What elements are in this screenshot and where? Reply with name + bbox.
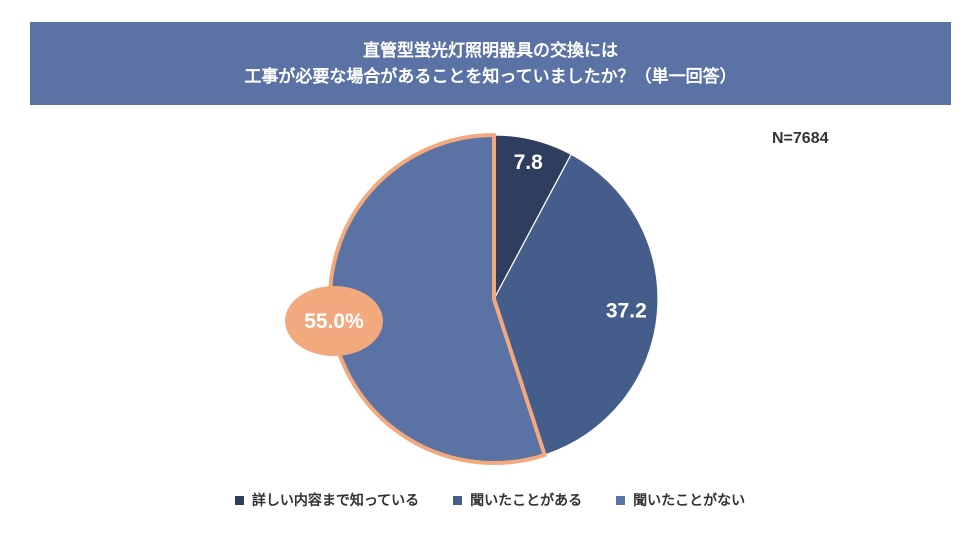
data-label-bubble <box>285 286 383 356</box>
legend-swatch-not-heard <box>616 495 626 505</box>
chart-title-line-2: 工事が必要な場合があることを知っていましたか？（単一回答） <box>244 66 737 87</box>
pie-slice-heard <box>493 153 659 456</box>
legend-swatch-detailed <box>234 495 244 505</box>
data-label-not-heard: 55.0% <box>304 310 364 333</box>
legend-label-not-heard: 聞いたことがない <box>633 493 746 509</box>
chart-title-line-1: 直管型蛍光灯照明器具の交換には <box>363 40 618 61</box>
legend-item-not-heard: 聞いたことがない <box>616 490 745 510</box>
legend-swatch-heard <box>453 495 463 505</box>
legend-label-heard: 聞いたことがある <box>470 493 583 509</box>
chart-legend: 詳しい内容まで知っている 聞いたことがある 聞いたことがない <box>0 490 980 510</box>
data-label-detailed: 7.8 <box>514 151 544 174</box>
legend-item-detailed: 詳しい内容まで知っている <box>234 490 420 510</box>
data-label-heard: 37.2 <box>606 300 647 323</box>
sample-size-label: N=7684 <box>772 130 829 147</box>
chart-title-banner: 直管型蛍光灯照明器具の交換には 工事が必要な場合があることを知っていましたか？（… <box>30 22 951 105</box>
legend-item-heard: 聞いたことがある <box>453 490 582 510</box>
legend-label-detailed: 詳しい内容まで知っている <box>251 493 420 509</box>
